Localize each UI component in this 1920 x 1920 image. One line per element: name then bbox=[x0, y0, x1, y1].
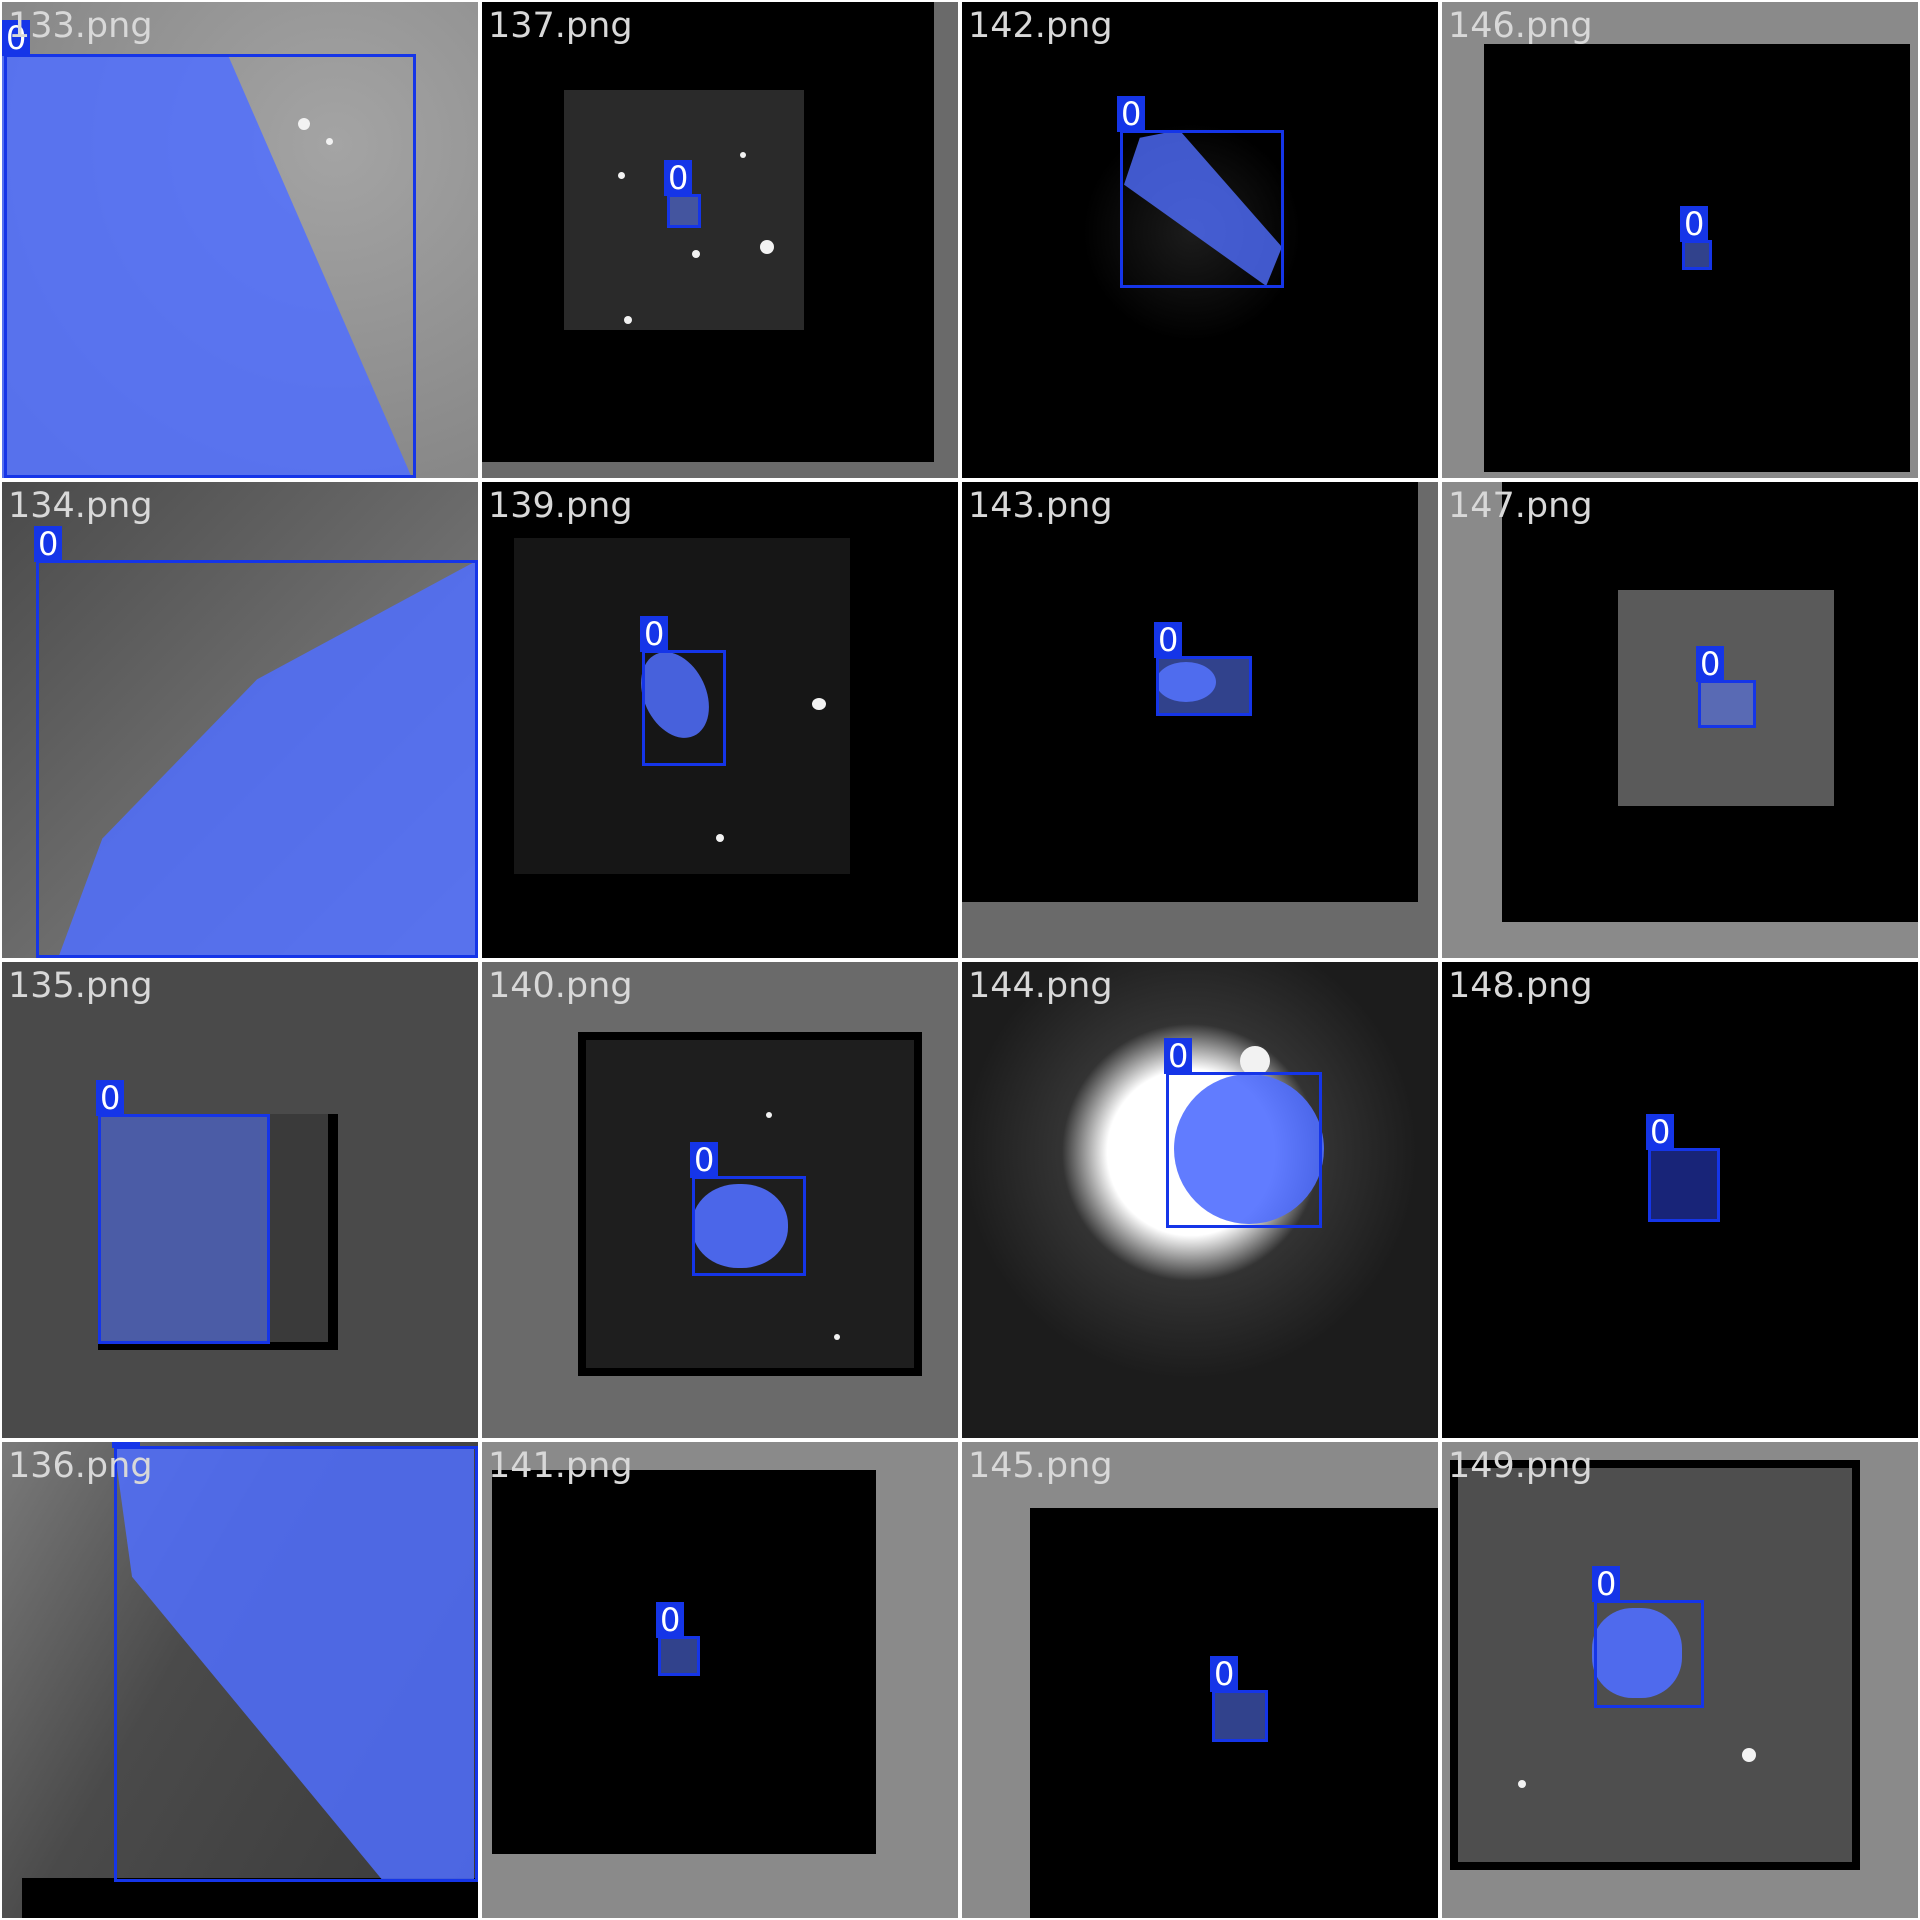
detection-box bbox=[36, 560, 478, 958]
star bbox=[760, 240, 774, 254]
detection-box bbox=[4, 54, 416, 478]
tile-filename: 133.png bbox=[8, 6, 153, 46]
detection-box bbox=[1594, 1600, 1704, 1708]
star bbox=[692, 250, 700, 258]
tile-filename: 139.png bbox=[488, 486, 633, 526]
star bbox=[716, 834, 724, 842]
image-tile[interactable]: 0 136.png bbox=[2, 1442, 478, 1918]
detection-class-label: 0 bbox=[1646, 1114, 1675, 1150]
tile-filename: 147.png bbox=[1448, 486, 1593, 526]
tile-filename: 146.png bbox=[1448, 6, 1593, 46]
tile-filename: 136.png bbox=[8, 1446, 153, 1486]
detection-box bbox=[114, 1446, 478, 1882]
detection-class-label: 0 bbox=[112, 1442, 141, 1448]
detection-box bbox=[1120, 130, 1284, 288]
image-frame bbox=[22, 1878, 478, 1918]
detection-class-label: 0 bbox=[96, 1080, 125, 1116]
image-tile[interactable]: 0 137.png bbox=[482, 2, 958, 478]
tile-filename: 137.png bbox=[488, 6, 633, 46]
detection-class-label: 0 bbox=[656, 1602, 685, 1638]
image-tile[interactable]: 0 141.png bbox=[482, 1442, 958, 1918]
detection-class-label: 0 bbox=[640, 616, 669, 652]
star bbox=[618, 172, 625, 179]
detection-class-label: 0 bbox=[1696, 646, 1725, 682]
star bbox=[1518, 1780, 1526, 1788]
star bbox=[740, 152, 746, 158]
star bbox=[812, 698, 826, 710]
image-tile[interactable]: 0 144.png bbox=[962, 962, 1438, 1438]
detection-box bbox=[1648, 1148, 1720, 1222]
star bbox=[326, 138, 333, 145]
tile-filename: 145.png bbox=[968, 1446, 1113, 1486]
segmentation-mask bbox=[692, 1184, 788, 1268]
star bbox=[1240, 1046, 1270, 1076]
detection-class-label: 0 bbox=[1154, 622, 1183, 658]
detection-class-label: 0 bbox=[2, 20, 31, 56]
detection-box bbox=[642, 650, 726, 766]
detection-box bbox=[1166, 1072, 1322, 1228]
detection-box bbox=[1212, 1690, 1268, 1742]
image-tile[interactable]: 0 139.png bbox=[482, 482, 958, 958]
image-tile[interactable]: 0 147.png bbox=[1442, 482, 1918, 958]
tile-filename: 141.png bbox=[488, 1446, 633, 1486]
detection-box bbox=[658, 1636, 700, 1676]
star bbox=[834, 1334, 840, 1340]
tile-filename: 143.png bbox=[968, 486, 1113, 526]
image-tile[interactable]: 0 143.png bbox=[962, 482, 1438, 958]
star bbox=[1742, 1748, 1756, 1762]
star bbox=[298, 118, 310, 130]
image-tile[interactable]: 0 145.png bbox=[962, 1442, 1438, 1918]
detection-class-label: 0 bbox=[1117, 96, 1146, 132]
tile-filename: 135.png bbox=[8, 966, 153, 1006]
image-tile[interactable]: 0 146.png bbox=[1442, 2, 1918, 478]
detection-box bbox=[667, 194, 701, 228]
detection-class-label: 0 bbox=[1592, 1566, 1621, 1602]
detection-box bbox=[98, 1114, 270, 1344]
segmentation-mask bbox=[1592, 1608, 1682, 1698]
image-tile[interactable]: 0 148.png bbox=[1442, 962, 1918, 1438]
tile-filename: 142.png bbox=[968, 6, 1113, 46]
image-tile[interactable]: 0 134.png bbox=[2, 482, 478, 958]
detection-class-label: 0 bbox=[34, 526, 63, 562]
star bbox=[624, 316, 632, 324]
detection-class-label: 0 bbox=[1164, 1038, 1193, 1074]
detection-box bbox=[692, 1176, 806, 1276]
image-tile[interactable]: 0 133.png bbox=[2, 2, 478, 478]
star bbox=[766, 1112, 772, 1118]
padding-region bbox=[934, 2, 958, 478]
detection-class-label: 0 bbox=[690, 1142, 719, 1178]
image-tile[interactable]: 0 140.png bbox=[482, 962, 958, 1438]
detection-class-label: 0 bbox=[1210, 1656, 1239, 1692]
segmentation-mask bbox=[1174, 1074, 1324, 1224]
image-tile[interactable]: 0 135.png bbox=[2, 962, 478, 1438]
tile-filename: 144.png bbox=[968, 966, 1113, 1006]
tile-filename: 149.png bbox=[1448, 1446, 1593, 1486]
tile-filename: 140.png bbox=[488, 966, 633, 1006]
tile-filename: 134.png bbox=[8, 486, 153, 526]
detection-box bbox=[1682, 240, 1712, 270]
tile-filename: 148.png bbox=[1448, 966, 1593, 1006]
image-tile[interactable]: 0 142.png bbox=[962, 2, 1438, 478]
detection-box bbox=[1156, 656, 1252, 716]
detection-class-label: 0 bbox=[664, 160, 693, 196]
image-tile[interactable]: 0 149.png bbox=[1442, 1442, 1918, 1918]
detection-box bbox=[1698, 680, 1756, 728]
padding-region bbox=[482, 462, 958, 478]
detection-class-label: 0 bbox=[1680, 206, 1709, 242]
